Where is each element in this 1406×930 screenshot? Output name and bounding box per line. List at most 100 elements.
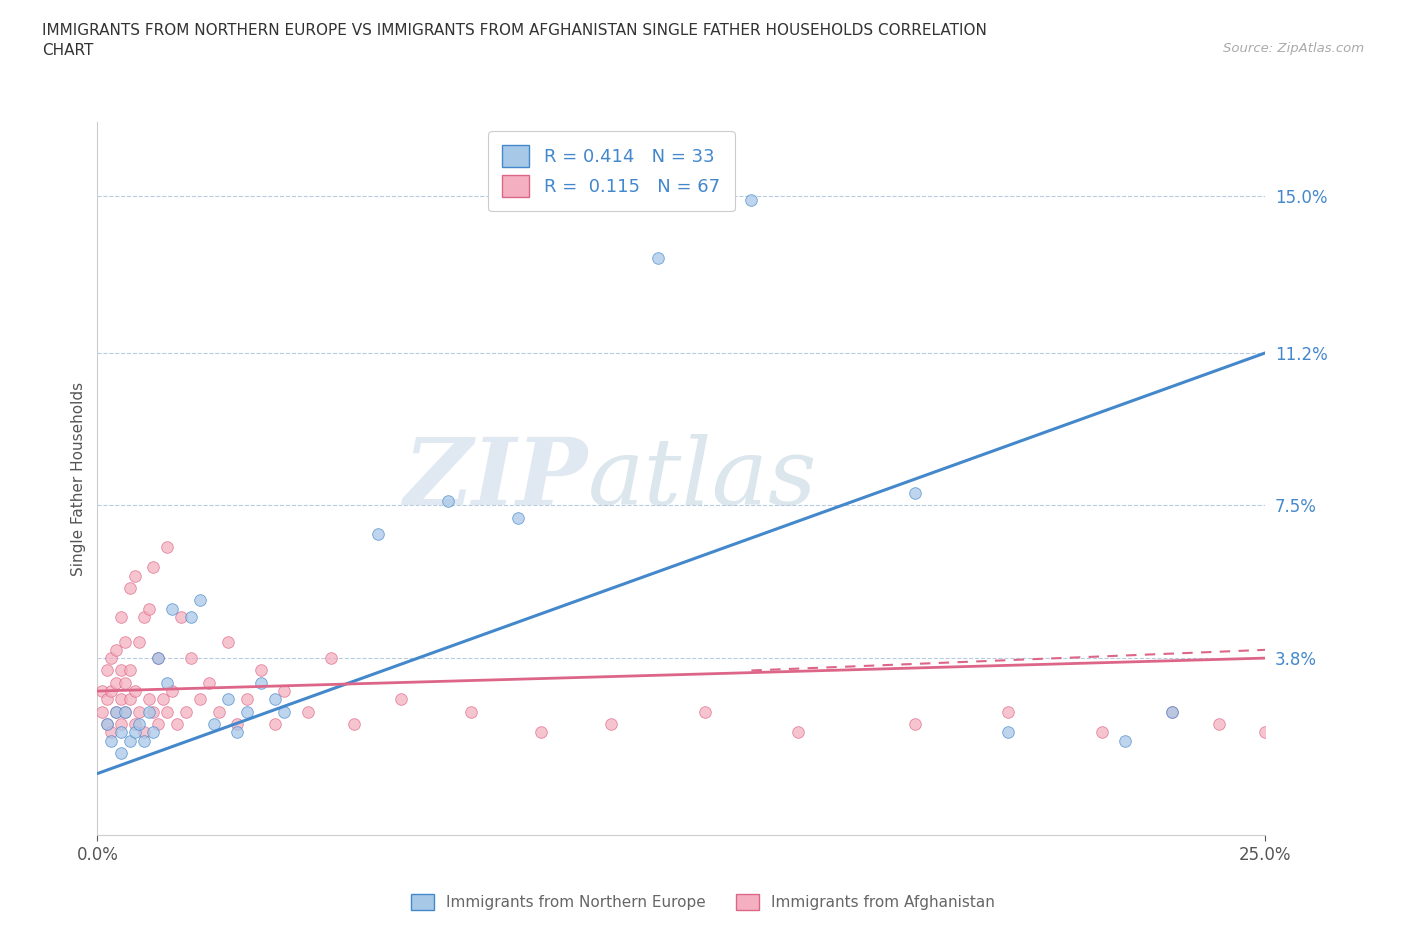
Point [997,724,1019,739]
Point [1278,717,1301,732]
Point [506,511,529,525]
Point [236,692,259,707]
Point [188,593,211,608]
Point [100,651,122,666]
Point [904,717,927,732]
Legend: R = 0.414   N = 33, R =  0.115   N = 67: R = 0.414 N = 33, R = 0.115 N = 67 [488,131,734,211]
Point [156,539,179,554]
Point [273,684,295,698]
Point [138,601,160,616]
Point [226,717,249,732]
Point [96,717,118,732]
Point [146,651,169,666]
Legend: Immigrants from Northern Europe, Immigrants from Afghanistan: Immigrants from Northern Europe, Immigra… [404,886,1002,918]
Point [132,724,155,739]
Point [146,717,169,732]
Point [174,704,197,719]
Point [118,692,141,707]
Text: ZIP: ZIP [404,433,588,524]
Point [647,250,669,265]
Point [96,717,118,732]
Point [166,717,188,732]
Point [1160,704,1182,719]
Point [105,704,128,719]
Point [156,675,179,690]
Point [160,684,183,698]
Point [188,692,211,707]
Point [389,692,412,707]
Point [367,527,389,542]
Point [114,704,136,719]
Point [91,704,114,719]
Point [236,704,259,719]
Point [132,609,155,624]
Point [198,675,221,690]
Point [138,704,160,719]
Point [217,634,239,649]
Point [208,704,231,719]
Point [530,724,553,739]
Point [105,643,128,658]
Point [124,717,146,732]
Point [110,724,132,739]
Point [100,733,122,748]
Point [693,704,716,719]
Point [118,663,141,678]
Point [110,692,132,707]
Point [787,724,810,739]
Point [118,580,141,595]
Point [91,684,114,698]
Point [343,717,366,732]
Point [226,724,249,739]
Point [460,704,482,719]
Point [110,746,132,761]
Point [118,733,141,748]
Point [138,692,160,707]
Point [180,651,202,666]
Point [997,704,1019,719]
Point [250,675,273,690]
Point [105,704,128,719]
Point [100,724,122,739]
Point [600,717,623,732]
Point [1208,717,1230,732]
Point [1091,724,1114,739]
Point [904,485,927,500]
Point [110,609,132,624]
Point [96,692,118,707]
Point [202,717,225,732]
Point [263,717,285,732]
Point [250,663,273,678]
Text: Source: ZipAtlas.com: Source: ZipAtlas.com [1223,42,1364,55]
Point [96,663,118,678]
Y-axis label: Single Father Households: Single Father Households [72,381,86,576]
Point [740,193,762,207]
Text: atlas: atlas [588,433,817,524]
Point [142,560,165,575]
Point [180,609,202,624]
Point [263,692,285,707]
Point [114,704,136,719]
Point [110,717,132,732]
Point [146,651,169,666]
Point [114,675,136,690]
Point [273,704,295,719]
Point [124,684,146,698]
Point [128,704,150,719]
Point [156,704,179,719]
Point [132,733,155,748]
Point [124,724,146,739]
Point [128,717,150,732]
Point [160,601,183,616]
Point [142,724,165,739]
Point [217,692,239,707]
Text: IMMIGRANTS FROM NORTHERN EUROPE VS IMMIGRANTS FROM AFGHANISTAN SINGLE FATHER HOU: IMMIGRANTS FROM NORTHERN EUROPE VS IMMIG… [42,23,987,58]
Point [170,609,193,624]
Point [319,651,342,666]
Point [436,494,458,509]
Point [152,692,174,707]
Point [1160,704,1182,719]
Point [114,634,136,649]
Point [110,663,132,678]
Point [1114,733,1136,748]
